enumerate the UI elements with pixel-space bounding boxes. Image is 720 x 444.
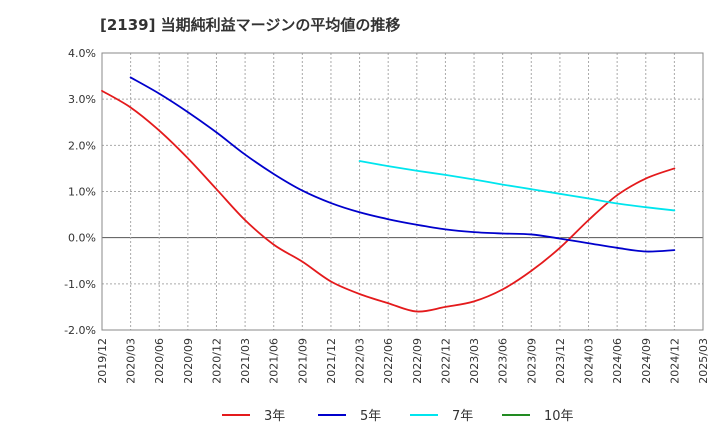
- x-tick-label: 2022/03: [354, 338, 367, 384]
- x-tick-label: 2023/06: [497, 338, 510, 384]
- x-tick-label: 2023/03: [468, 338, 481, 384]
- x-tick-label: 2021/12: [325, 338, 338, 384]
- x-tick-label: 2024/09: [640, 338, 653, 384]
- y-tick-label: -1.0%: [64, 278, 96, 291]
- legend: 3年 5年 7年 10年: [222, 409, 574, 424]
- x-tick-label: 2020/12: [210, 338, 223, 384]
- x-tick-label: 2024/12: [668, 338, 681, 384]
- legend-label-0: 3年: [264, 409, 285, 424]
- x-tick-label: 2020/06: [153, 338, 166, 384]
- y-tick-label: 2.0%: [68, 139, 96, 152]
- x-tick-label: 2022/06: [382, 338, 395, 384]
- y-tick-labels: 4.0% 3.0% 2.0% 1.0% 0.0% -1.0% -2.0%: [64, 47, 96, 337]
- y-tick-label: 3.0%: [68, 93, 96, 106]
- x-tick-label: 2023/12: [554, 338, 567, 384]
- legend-label-3: 10年: [544, 409, 574, 424]
- x-tick-label: 2022/12: [439, 338, 452, 384]
- x-tick-label: 2021/06: [268, 338, 281, 384]
- plot-frame: [101, 52, 704, 331]
- grid-lines: [102, 52, 703, 331]
- x-tick-label: 2019/12: [96, 338, 109, 384]
- y-tick-label: -2.0%: [64, 324, 96, 337]
- axes: [101, 52, 704, 331]
- series-line-0: [101, 89, 676, 313]
- y-tick-label: 4.0%: [68, 47, 96, 60]
- series-line-1: [129, 76, 676, 253]
- legend-label-2: 7年: [452, 409, 473, 424]
- x-tick-label: 2021/09: [296, 338, 309, 384]
- x-tick-label: 2020/09: [182, 338, 195, 384]
- series-line-2: [358, 160, 676, 212]
- x-tick-label: 2023/09: [525, 338, 538, 384]
- x-tick-labels: 2019/12 2020/03 2020/06 2020/09 2020/12 2021/…: [96, 338, 710, 384]
- legend-label-1: 5年: [360, 409, 381, 424]
- y-tick-label: 0.0%: [68, 232, 96, 245]
- x-tick-label: 2024/03: [583, 338, 596, 384]
- x-tick-label: 2020/03: [125, 338, 138, 384]
- y-tick-label: 1.0%: [68, 186, 96, 199]
- x-tick-label: 2022/09: [411, 338, 424, 384]
- x-tick-label: 2025/03: [697, 338, 710, 384]
- series-lines: [101, 76, 676, 313]
- chart-title: [2139] 当期純利益マージンの平均値の推移: [100, 16, 401, 34]
- x-tick-label: 2024/06: [611, 338, 624, 384]
- x-tick-label: 2021/03: [239, 338, 252, 384]
